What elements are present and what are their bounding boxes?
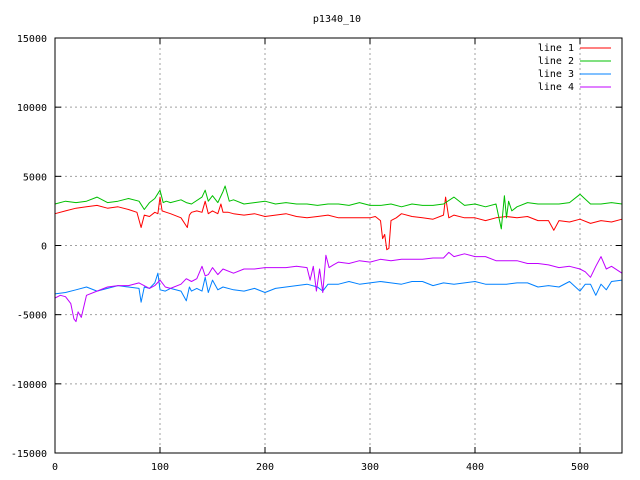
y-tick-label: 5000	[23, 172, 47, 183]
y-tick-label: -10000	[11, 380, 47, 391]
y-tick-label: 10000	[17, 103, 47, 114]
legend-label: line 1	[538, 43, 574, 54]
x-tick-label: 400	[466, 462, 484, 473]
series-line-1	[54, 196, 623, 251]
y-tick-label: 15000	[17, 34, 47, 45]
series-line-2	[54, 185, 623, 230]
series-line-4	[54, 251, 623, 323]
y-tick-label: -5000	[17, 311, 47, 322]
grid	[55, 38, 622, 453]
y-tick-label: 0	[41, 242, 47, 253]
x-tick-label: 200	[256, 462, 274, 473]
legend-label: line 2	[538, 56, 574, 67]
y-tick-label: -15000	[11, 449, 47, 460]
legend-label: line 3	[538, 69, 574, 80]
x-tick-label: 300	[361, 462, 379, 473]
chart-title: p1340_10	[313, 14, 361, 25]
x-tick-label: 500	[571, 462, 589, 473]
legend: line 1 line 2 line 3 line 4	[538, 43, 611, 93]
series-line-3	[54, 272, 623, 303]
x-tick-label: 0	[52, 462, 58, 473]
x-tick-label: 100	[151, 462, 169, 473]
axis-ticks: 0 100 200 300 400 500 -15000 -10000 -5000 0 5000 10…	[11, 34, 622, 473]
legend-label: line 4	[538, 82, 574, 93]
series-lines	[54, 185, 623, 323]
